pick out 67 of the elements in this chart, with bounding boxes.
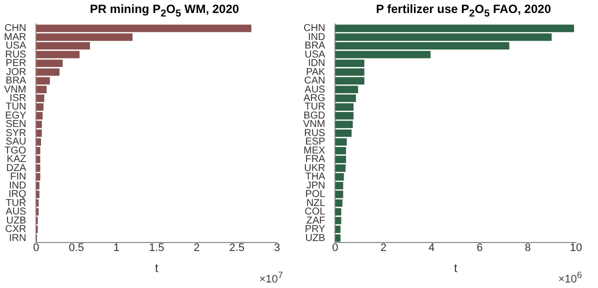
y-tick-label: FIN: [10, 172, 26, 183]
y-tick-label: KAZ: [6, 154, 26, 166]
y-tick-label: TUR: [6, 198, 26, 209]
y-tick-label: TUN: [6, 102, 26, 113]
y-tick-label: BRA: [304, 40, 326, 52]
x-tick-label: 3: [274, 242, 280, 254]
x-tick-label: 0.5: [68, 242, 84, 254]
y-tick-label: VNM: [302, 119, 326, 130]
y-tick-label: SAU: [6, 136, 26, 148]
text: ×10$^{7}$: [259, 270, 283, 286]
y-tick-label: IND: [8, 180, 26, 192]
y-tick-label: ESP: [305, 136, 326, 148]
y-tick-label: PAK: [306, 66, 326, 78]
y-tick-label: MEX: [304, 145, 326, 156]
y-tick-label: CHN: [304, 23, 326, 34]
y-tick-label: IRN: [8, 232, 26, 244]
x-tick-label: 2: [380, 242, 386, 254]
y-tick-label: RUS: [304, 128, 326, 139]
y-tick-label: IDN: [308, 58, 326, 70]
chart-title: PR mining P$_{2}$O$_{5}$ WM, 2020: [88, 2, 240, 20]
chart-title: P fertilizer use P$_{2}$O$_{5}$ FAO, 2020: [375, 2, 552, 20]
x-tick-label: 2.5: [229, 242, 245, 254]
x-tick-label: 0: [33, 242, 40, 254]
y-tick-label: JOR: [6, 66, 26, 78]
y-tick-label: CXR: [5, 224, 26, 236]
y-tick-label: TUR: [304, 102, 326, 113]
y-tick-label: SEN: [6, 119, 26, 130]
y-tick-label: VNM: [4, 84, 26, 96]
y-tick-label: COL: [304, 206, 326, 218]
y-tick-label: IND: [308, 32, 326, 43]
y-tick-label: UZB: [305, 232, 326, 244]
y-tick-label: RUS: [5, 49, 27, 60]
x-tick-label: 8: [524, 242, 531, 254]
x-tick-label: 1.5: [148, 242, 164, 254]
y-tick-label: BGD: [304, 110, 326, 122]
y-tick-label: BRA: [6, 76, 27, 87]
y-tick-label: USA: [304, 49, 326, 60]
y-tick-label: NZL: [306, 198, 326, 209]
y-tick-label: DZA: [6, 162, 27, 174]
x-tick-label: 10: [570, 242, 582, 254]
x-tick-label: 6: [476, 242, 483, 254]
y-tick-label: JPN: [306, 180, 326, 192]
x-axis-title: t: [154, 261, 159, 276]
y-tick-label: AUS: [6, 206, 27, 218]
y-tick-label: SYR: [6, 128, 26, 139]
y-tick-label: THA: [305, 172, 326, 183]
y-tick-label: PRY: [304, 224, 326, 236]
y-tick-label: MAR: [4, 32, 26, 43]
y-tick-label: USA: [6, 40, 27, 52]
text: ×10$^{6}$: [558, 270, 582, 286]
x-axis-title: t: [454, 261, 458, 276]
y-tick-label: TGO: [4, 145, 26, 156]
y-tick-label: AUS: [304, 84, 326, 96]
y-tick-label: PER: [6, 58, 26, 70]
x-tick-label: 2: [194, 242, 200, 254]
y-tick-label: ZAF: [306, 215, 326, 226]
y-tick-label: IRQ: [8, 189, 26, 200]
y-tick-label: CHN: [4, 23, 26, 34]
y-tick-label: UKR: [304, 162, 326, 174]
y-tick-label: EGY: [5, 110, 27, 122]
y-tick-label: FRA: [305, 154, 326, 166]
x-tick-label: 1: [113, 242, 120, 254]
x-tick-label: 0: [332, 242, 338, 254]
y-tick-label: UZB: [6, 215, 27, 226]
x-tick-label: 4: [428, 242, 435, 254]
y-tick-label: POL: [305, 189, 326, 200]
y-tick-label: CAN: [304, 76, 326, 87]
